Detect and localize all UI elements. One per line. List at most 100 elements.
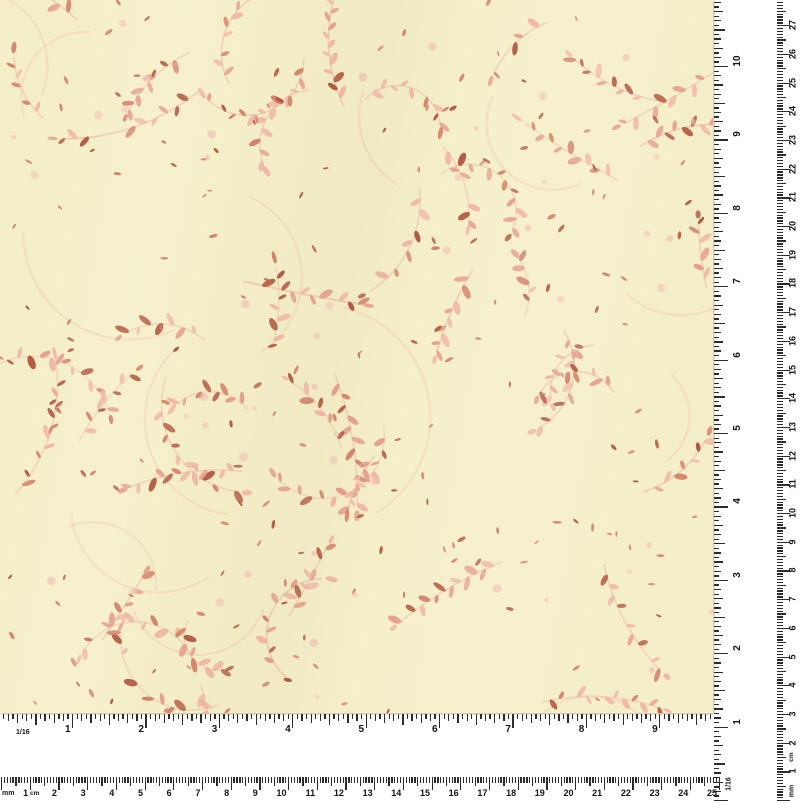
mm-tick [777,65,783,67]
mm-tick [543,777,545,783]
leaf [221,104,227,112]
blush-dot [46,576,56,586]
inch-tick [713,102,725,104]
inch-tick [713,520,719,522]
leaf [449,578,462,583]
inch-tick [713,231,723,233]
inch-tick [713,552,721,554]
inch-tick [397,714,399,719]
cm-number: 12 [787,450,798,461]
inch-tick [136,714,138,721]
inch-tick [402,714,404,725]
leaf [431,341,441,346]
inch-tick [713,451,723,453]
inch-tick [218,714,221,728]
inch-tick [713,199,719,201]
leaf [239,391,245,405]
leaf [224,708,231,713]
leaf [119,373,125,385]
cm-number: 23 [649,787,660,798]
leaf [55,400,63,408]
leaf [390,85,398,91]
leaf [232,624,240,629]
mm-tick [777,22,783,24]
blush-dot [202,421,209,429]
swirl-stem [22,231,175,341]
leaf [166,313,175,326]
inch-tick [498,714,500,719]
leaf [462,285,471,299]
mm-tick [777,122,783,124]
leaf [303,381,310,395]
inch-tick [342,714,344,719]
mm-tick [777,702,783,704]
inch-tick [713,267,723,270]
leaf [356,514,364,519]
leaf [474,337,482,340]
mm-tick [777,421,783,423]
leaf [271,251,277,264]
inch-tick [713,653,728,655]
leaf [684,199,692,206]
mm-tick [695,777,697,783]
inch-tick [81,714,83,721]
inch-tick [713,166,721,169]
inch-tick [195,714,198,719]
mm-tick [777,449,783,452]
mm-tick [554,777,557,783]
mm-tick [474,777,476,786]
mm-tick [777,467,783,469]
leaf [519,250,527,262]
swirl-stem [143,349,228,516]
inch-tick [420,714,422,723]
leaf [428,423,434,429]
leaf [163,707,168,713]
mm-tick [569,777,571,783]
leaf [196,611,205,616]
leaf [409,87,415,99]
mm-tick [777,676,783,678]
inch-tick [713,575,719,577]
inch-tick [393,714,395,721]
leaf [6,359,14,365]
leaf [57,205,63,210]
inch-tick [705,714,707,721]
inch-tick [713,566,719,568]
mm-tick [365,777,367,783]
inch-tick [713,139,728,141]
leaf [112,391,122,396]
leaf [606,532,613,536]
mm-tick [681,777,683,783]
inch-tick [713,405,721,407]
inch-tick [713,277,721,279]
mm-tick [777,771,790,773]
inch-tick [53,714,55,723]
leaf [66,318,72,325]
inch-tick [713,689,725,692]
leaf [653,93,667,103]
mm-tick [777,352,783,354]
leaf [382,127,387,133]
blush-dot [142,75,150,83]
mm-tick [612,777,614,783]
leaf [691,459,701,463]
inch-tick [512,714,514,728]
mm-tick [777,182,786,185]
mm-tick [777,722,783,724]
inch-tick [713,373,719,375]
inch-number: 3 [211,724,218,735]
cm-number: 9 [252,787,258,798]
mm-tick [124,777,126,783]
inch-tick [227,714,230,721]
blush-dot [207,129,216,139]
mm-tick [777,246,783,248]
leaf [453,301,461,316]
leaf [613,690,619,699]
mm-tick [394,777,396,783]
blush-dot [653,153,660,160]
cm-number: 7 [195,787,201,798]
mm-tick [517,777,519,790]
sprig-stem [625,71,713,124]
mm-tick [777,323,783,325]
leaf [290,291,297,304]
